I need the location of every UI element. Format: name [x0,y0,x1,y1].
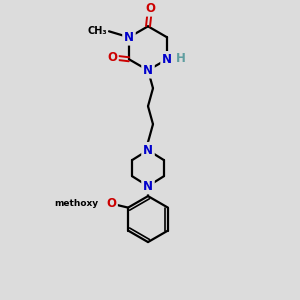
Text: N: N [143,180,153,193]
Text: O: O [107,51,117,64]
Text: N: N [143,144,153,157]
Text: methoxy: methoxy [54,199,98,208]
Text: N: N [162,53,172,66]
Text: N: N [143,64,153,77]
Text: CH₃: CH₃ [87,26,107,36]
Text: N: N [124,31,134,44]
Text: H: H [176,52,186,65]
Text: O: O [145,2,155,15]
Text: O: O [106,197,116,210]
